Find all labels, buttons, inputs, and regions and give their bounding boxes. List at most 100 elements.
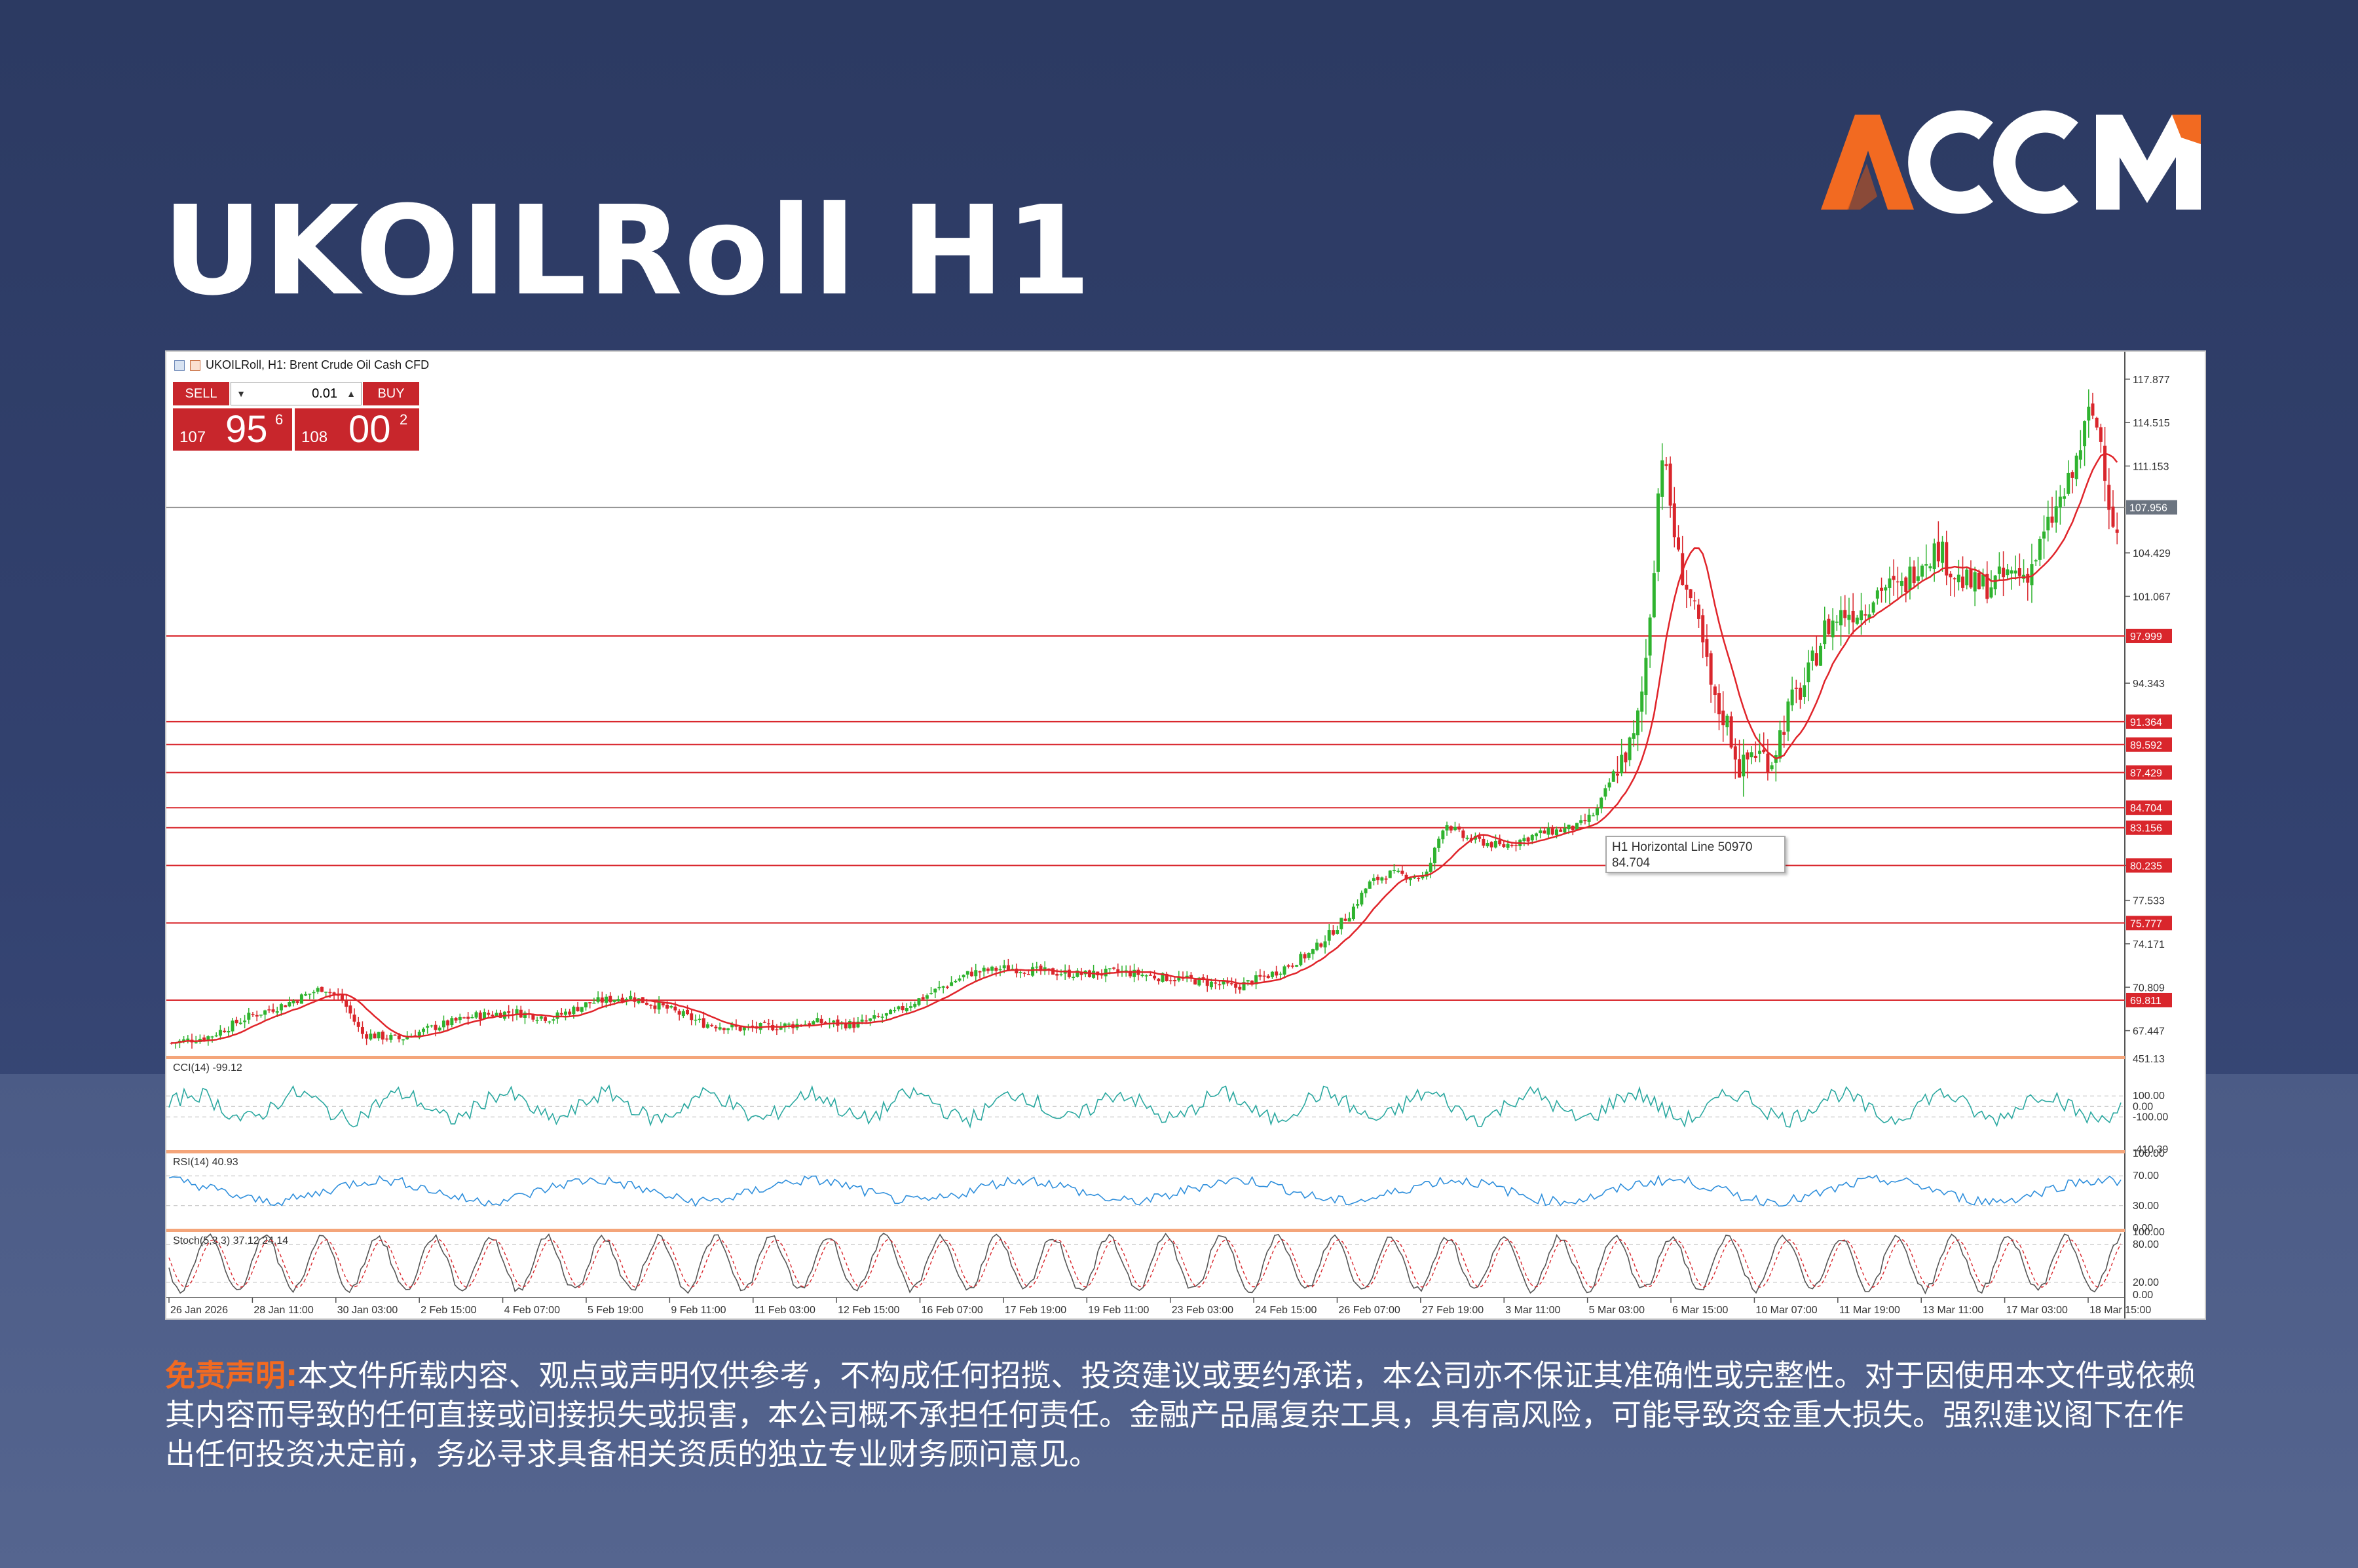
candle-body (1282, 966, 1286, 975)
candle-body (1421, 876, 1425, 879)
price-tick-label: 111.153 (2133, 462, 2169, 473)
candle-body (1299, 954, 1303, 965)
candle-body (600, 997, 604, 1003)
chart-window[interactable]: 117.877 114.515 111.153 104.429 101.067 94.34… (165, 350, 2206, 1320)
price-tick-label: 117.877 (2133, 375, 2170, 386)
candle-body (1941, 541, 1945, 563)
candle-body (1949, 573, 1953, 578)
candle-body (2013, 570, 2017, 574)
candle-body (690, 1013, 694, 1020)
time-tick-label: 3 Mar 11:00 (1505, 1305, 1560, 1316)
candle-body (1432, 848, 1436, 864)
candle-body (889, 1009, 893, 1015)
buy-price-box[interactable]: 108 00 2 (295, 408, 419, 451)
candle-body (1482, 838, 1486, 846)
lot-size-input[interactable]: ▼ 0.01 ▲ (231, 382, 362, 405)
candle-body (1831, 620, 1835, 638)
candle-body (1965, 569, 1969, 586)
candle-body (2058, 496, 2062, 508)
candle-body (1295, 965, 1299, 967)
sell-button[interactable]: SELL (173, 382, 229, 405)
candle-body (2115, 529, 2119, 533)
candle-body (612, 999, 616, 1002)
candle-body (1019, 972, 1022, 973)
candle-body (1672, 503, 1676, 538)
candle-body (1839, 610, 1843, 625)
buy-button[interactable]: BUY (363, 382, 419, 405)
candle-body (234, 1019, 238, 1024)
candle-body (214, 1035, 218, 1037)
candle-body (1782, 732, 1786, 735)
candle-body (758, 1022, 762, 1030)
disclaimer: 免责声明:本文件所载内容、观点或声明仅供参考，不构成任何招揽、投资建议或要约承诺… (165, 1356, 2209, 1474)
candle-body (523, 1013, 527, 1018)
time-tick-label: 28 Jan 11:00 (253, 1305, 313, 1316)
candle-body (1388, 870, 1392, 878)
candle-body (1628, 737, 1632, 760)
candle-body (206, 1036, 210, 1041)
chevron-down-icon[interactable]: ▼ (236, 388, 246, 399)
candle-body (1583, 819, 1587, 821)
candle-body (1031, 967, 1035, 976)
horizontal-line-tooltip: H1 Horizontal Line 50970 84.704 (1605, 836, 1786, 873)
candle-body (994, 967, 998, 971)
candle-body (608, 996, 612, 1003)
candle-body (1047, 968, 1051, 970)
chevron-up-icon[interactable]: ▲ (346, 388, 356, 399)
candle-body (1449, 826, 1453, 831)
candle-body (1733, 746, 1737, 760)
candle-body (1750, 752, 1753, 758)
candle-body (441, 1020, 445, 1028)
candle-body (970, 971, 974, 977)
candle-body (933, 988, 937, 993)
candle-body (1595, 808, 1599, 815)
candle-body (381, 1032, 384, 1040)
candle-body (998, 969, 1002, 971)
candle-body (1209, 981, 1213, 988)
candle-body (710, 1024, 714, 1026)
candle-body (1303, 954, 1307, 959)
candle-body (1226, 982, 1229, 984)
candle-body (779, 1026, 783, 1030)
candle-body (872, 1015, 876, 1019)
candle-body (860, 1019, 864, 1022)
level-price-badge (2126, 628, 2172, 643)
time-tick-label: 30 Jan 03:00 (337, 1305, 398, 1316)
candle-body (1112, 967, 1116, 969)
candle-body (836, 1019, 840, 1026)
candle-body (787, 1023, 791, 1025)
candle-body (1860, 610, 1863, 620)
candle-body (982, 967, 986, 972)
candle-body (498, 1013, 502, 1018)
candle-body (1912, 567, 1916, 584)
current-price-badge (2126, 500, 2177, 515)
candle-body (2002, 567, 2006, 578)
candle-body (1985, 574, 1989, 599)
candle-body (1648, 617, 1652, 656)
candle-body (299, 994, 303, 1004)
candle-body (304, 994, 308, 996)
candle-body (620, 998, 624, 1002)
candle-body (1600, 797, 1603, 809)
candle-body (673, 1006, 677, 1011)
candle-body (389, 1034, 393, 1040)
candle-body (1810, 650, 1814, 661)
candle-body (1668, 463, 1672, 506)
candle-body (1806, 662, 1810, 682)
candle-body (1408, 878, 1412, 880)
candle-body (2026, 574, 2030, 583)
candle-body (446, 1020, 450, 1026)
candle-body (823, 1022, 827, 1024)
candle-body (917, 998, 921, 1005)
candle-body (275, 1011, 279, 1013)
time-tick-label: 19 Feb 11:00 (1088, 1305, 1149, 1316)
indicator-tick-label: 100.00 (2133, 1091, 2165, 1102)
candle-body (950, 982, 954, 986)
time-tick-label: 23 Feb 03:00 (1172, 1305, 1233, 1316)
chart-canvas[interactable]: 117.877 114.515 111.153 104.429 101.067 94.34… (166, 352, 2205, 1318)
candle-body (702, 1018, 705, 1028)
sell-price-box[interactable]: 107 95 6 (173, 408, 292, 451)
candle-body (1973, 572, 1977, 592)
candle-body (1404, 874, 1408, 880)
candle-body (1429, 863, 1432, 872)
